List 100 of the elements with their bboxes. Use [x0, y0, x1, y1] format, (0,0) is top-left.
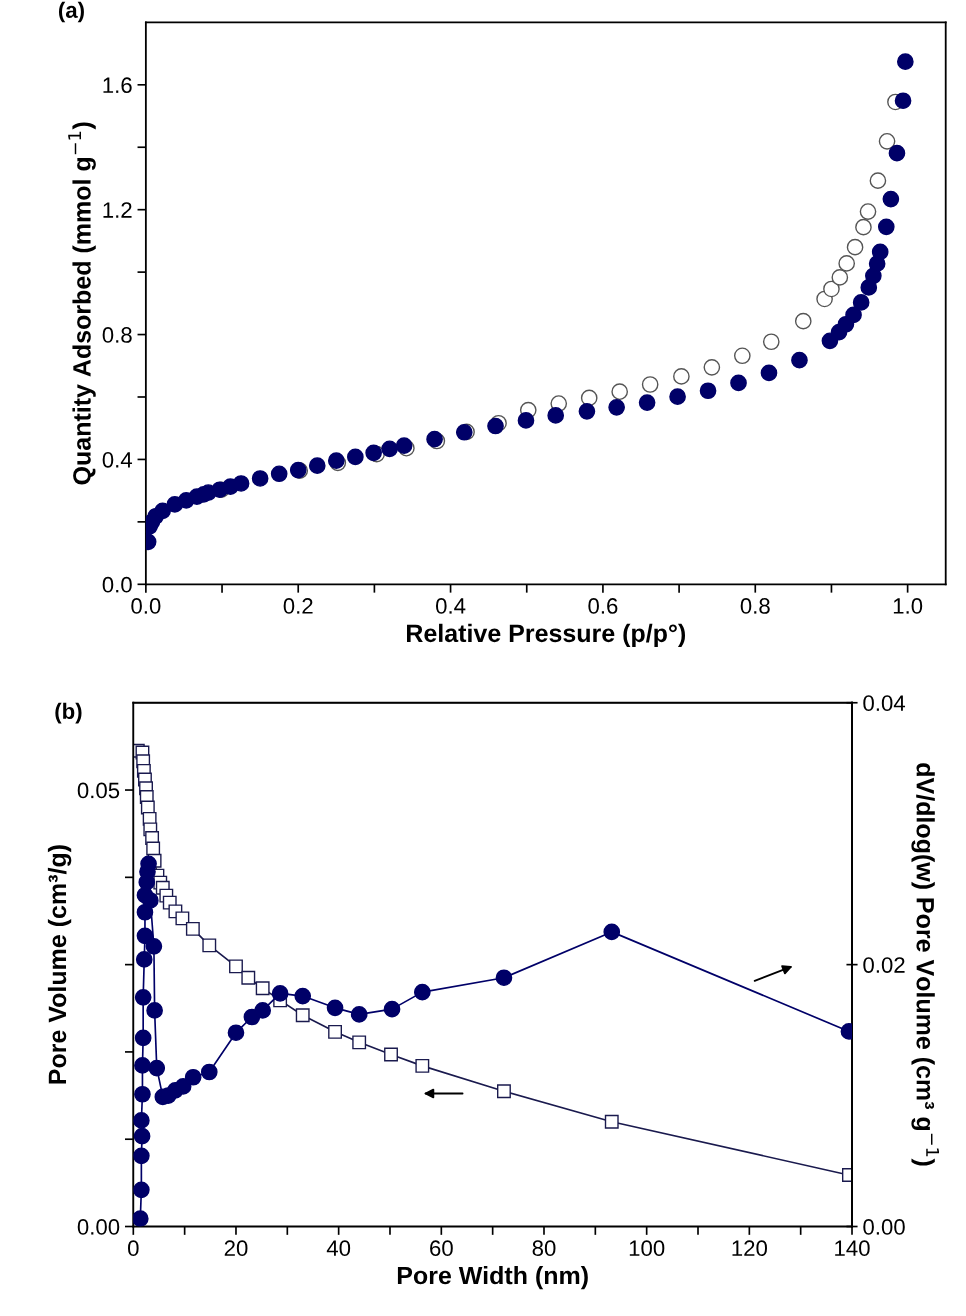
point	[855, 218, 872, 236]
point	[134, 1029, 152, 1047]
point	[227, 1024, 245, 1042]
point	[381, 440, 398, 458]
point	[134, 1085, 151, 1103]
point	[846, 238, 864, 256]
point	[175, 911, 190, 926]
point	[608, 398, 625, 416]
x-tick-label: 0.2	[283, 598, 313, 614]
point	[703, 359, 721, 376]
point	[495, 969, 513, 987]
x-axis-title: Pore Width (nm)	[397, 1265, 588, 1290]
y-tick-label: 0.05	[77, 782, 120, 799]
y2-tick-label: 0.02	[863, 957, 905, 973]
point	[133, 1210, 149, 1227]
chart-title: (a)	[58, 1, 84, 23]
y-tick-label: 0.0	[102, 576, 132, 593]
point	[838, 255, 856, 272]
point	[730, 374, 747, 392]
point	[869, 172, 887, 189]
point	[185, 921, 200, 936]
point	[154, 502, 171, 520]
point	[878, 132, 896, 150]
point	[733, 347, 751, 365]
point	[547, 407, 565, 424]
y-tick-label: 0.4	[102, 451, 133, 468]
x-tick-label: 60	[430, 1240, 453, 1257]
point	[497, 1084, 511, 1099]
point	[415, 1058, 430, 1073]
point	[673, 368, 690, 385]
point	[135, 951, 153, 968]
point	[271, 985, 289, 1002]
point	[133, 1112, 150, 1129]
x-tick-label: 0	[128, 1240, 139, 1257]
point	[241, 970, 256, 985]
point	[254, 1002, 272, 1019]
chart-title: (b)	[55, 702, 82, 724]
point	[888, 144, 906, 162]
point	[134, 989, 152, 1006]
y2-tick-label: 0.04	[863, 695, 906, 712]
x-axis-title: Relative Pressure (p/p°)	[407, 623, 686, 648]
point	[308, 457, 326, 475]
point	[202, 938, 217, 953]
y-tick-label: 1.6	[103, 77, 132, 94]
x-tick-label: 1.0	[893, 598, 923, 614]
point	[611, 383, 629, 401]
point	[347, 448, 364, 466]
y2-axis-title: dV/dlog(w) Pore Volume (cm³ g$^{−1}$)	[911, 763, 940, 1166]
point	[762, 333, 780, 351]
x-tick-label: 100	[629, 1240, 665, 1257]
y-axis-title: Pore Volume (cm³/g)	[47, 845, 72, 1084]
point	[669, 388, 686, 406]
point	[184, 1068, 202, 1086]
point	[413, 983, 431, 1001]
point	[882, 190, 900, 208]
point	[831, 269, 849, 286]
point	[142, 892, 159, 909]
point	[294, 987, 312, 1005]
point	[578, 403, 596, 420]
x-tick-label: 0.4	[435, 598, 466, 614]
point	[859, 203, 877, 220]
point	[232, 475, 250, 492]
x-tick-label: 0.8	[740, 598, 770, 614]
point	[133, 1147, 150, 1165]
x-tick-label: 120	[732, 1240, 768, 1257]
point	[328, 1024, 343, 1039]
point	[326, 999, 344, 1017]
point	[229, 959, 243, 974]
point	[200, 1063, 218, 1081]
point	[604, 1114, 619, 1129]
y2-tick-label: 0.00	[863, 1219, 905, 1235]
point	[638, 394, 656, 411]
point	[251, 470, 269, 487]
point	[603, 923, 621, 941]
point	[791, 351, 808, 369]
point	[897, 53, 914, 71]
point	[877, 218, 895, 236]
point	[823, 280, 840, 298]
point	[255, 981, 270, 996]
point	[384, 1047, 398, 1062]
point	[794, 312, 812, 330]
x-tick-label: 80	[532, 1240, 556, 1257]
x-tick-label: 20	[224, 1240, 248, 1257]
y-tick-label: 0.8	[102, 327, 132, 343]
x-tick-label: 0.0	[131, 598, 161, 614]
point	[145, 937, 163, 955]
point	[760, 364, 778, 382]
point	[295, 1008, 310, 1023]
point	[852, 294, 870, 311]
point	[133, 1127, 151, 1145]
point	[383, 1000, 401, 1018]
point	[517, 412, 535, 429]
point	[133, 1181, 150, 1199]
point	[350, 1006, 368, 1023]
point	[352, 1035, 367, 1050]
point	[845, 306, 862, 324]
x-tick-label: 0.6	[588, 598, 618, 614]
point	[134, 1057, 151, 1074]
point	[894, 92, 912, 110]
y-axis-title: Quantity Adsorbed (mmol g$^{−1}$)	[68, 122, 96, 485]
